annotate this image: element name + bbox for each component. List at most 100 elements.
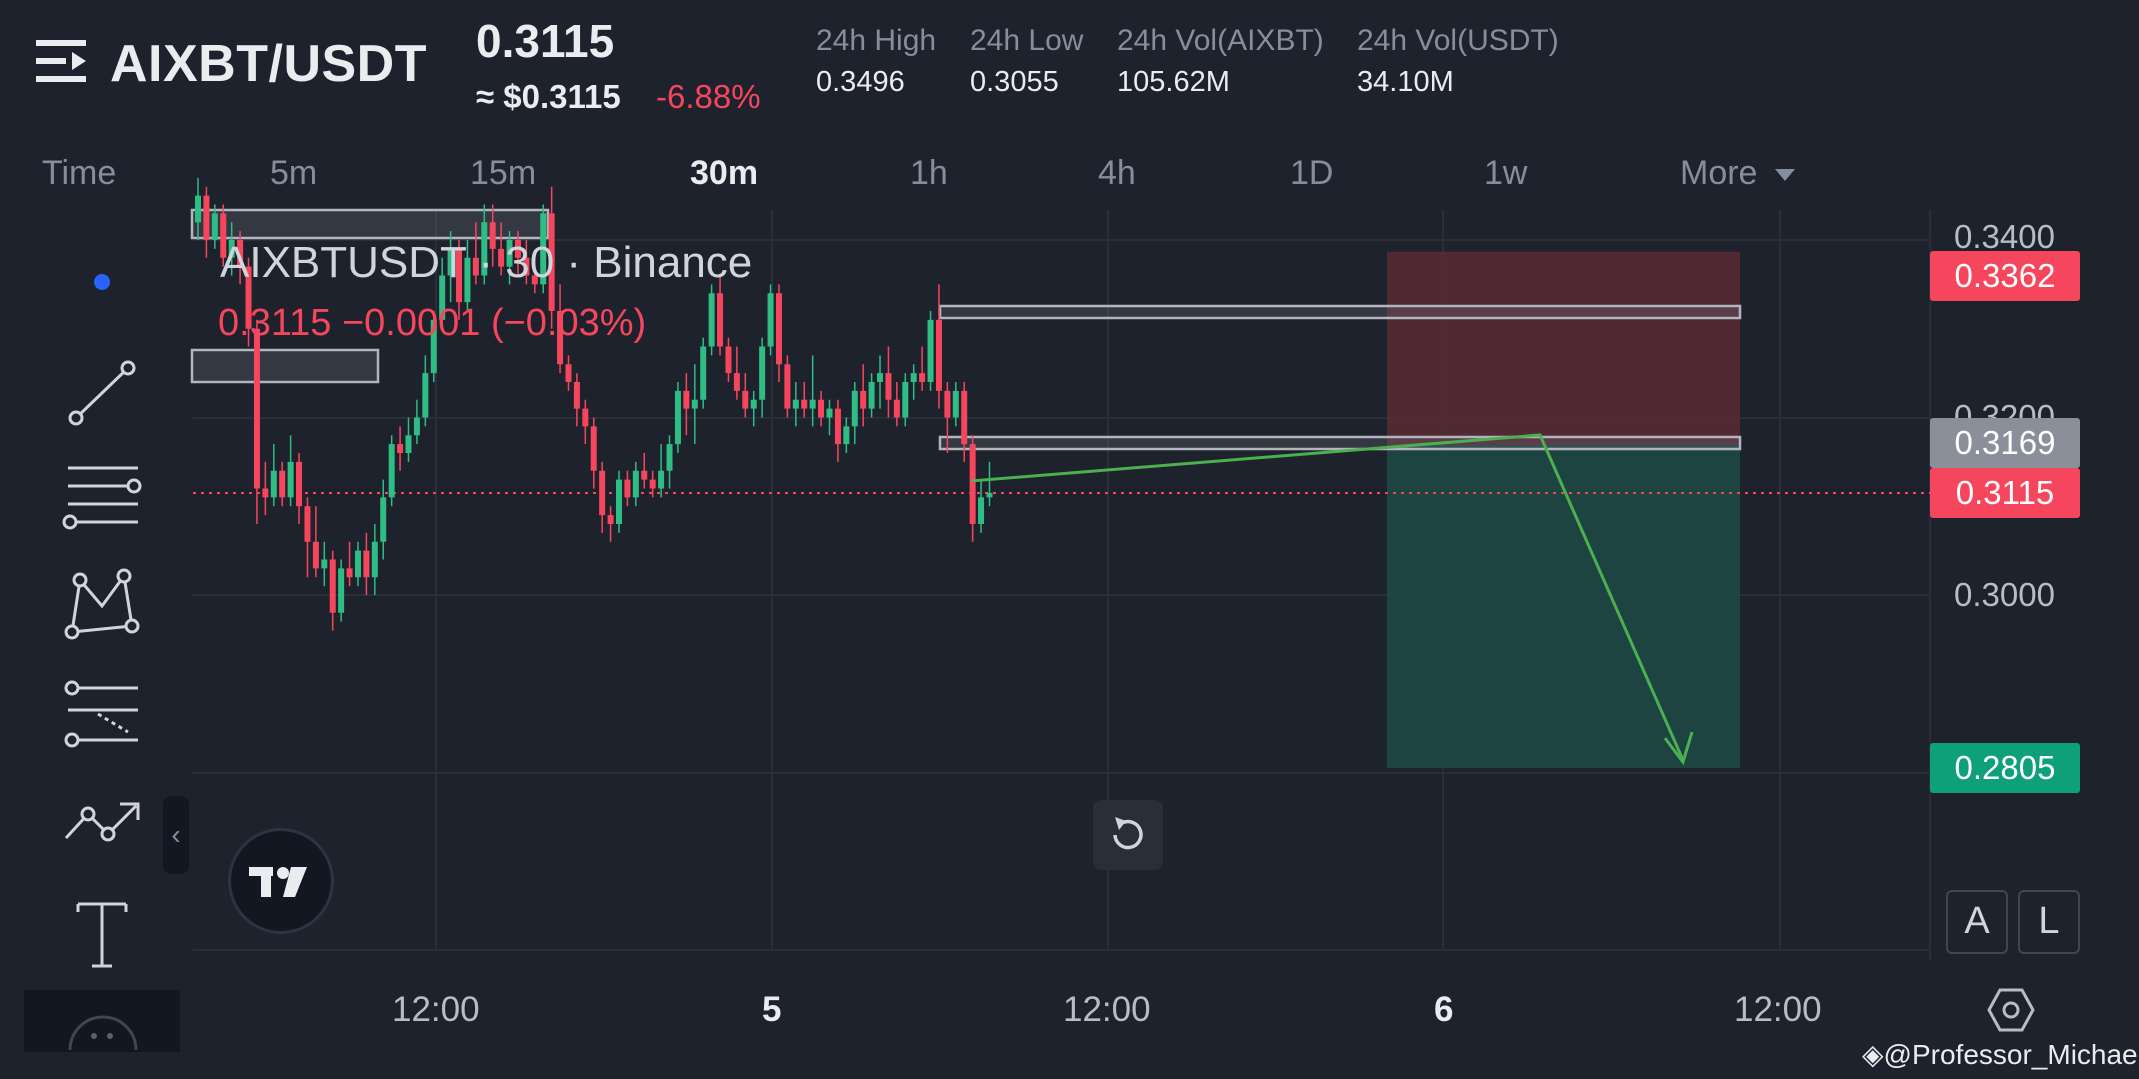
log-scale-button[interactable]: L — [2018, 890, 2080, 954]
more-tools-icon[interactable] — [64, 1002, 142, 1050]
candle-body — [565, 364, 572, 382]
tab-15m[interactable]: 15m — [470, 154, 537, 192]
candle-body — [338, 568, 345, 613]
tab-1w[interactable]: 1w — [1484, 154, 1528, 192]
menu-icon[interactable] — [36, 38, 86, 84]
drawn-rectangle — [190, 348, 380, 384]
x-tick-label: 12:00 — [1734, 990, 1822, 1029]
candle-body — [893, 399, 900, 418]
candle-body — [674, 390, 681, 445]
settings-hexagon-icon[interactable] — [1986, 986, 2036, 1034]
candle-body — [296, 461, 303, 507]
candle-body — [540, 213, 547, 285]
candle-body — [641, 470, 648, 480]
toolbar-more-area — [24, 990, 180, 1052]
drawn-rectangle — [938, 304, 1742, 320]
candle-body — [910, 373, 917, 382]
tab-1d[interactable]: 1D — [1290, 154, 1334, 192]
candle-body — [944, 390, 951, 418]
tab-5m[interactable]: 5m — [270, 154, 318, 192]
candle-body — [430, 319, 437, 374]
drawn-rectangles — [190, 208, 1742, 451]
candle-body — [717, 293, 724, 347]
trend-line-icon[interactable] — [58, 350, 146, 438]
candle-body — [464, 257, 471, 303]
tab-1h[interactable]: 1h — [910, 154, 948, 192]
tab-30m[interactable]: 30m — [690, 154, 759, 192]
candle-body — [725, 346, 732, 374]
pair-title[interactable]: AIXBT/USDT — [110, 35, 427, 93]
tradingview-logo[interactable] — [228, 828, 334, 934]
candle-body — [658, 470, 665, 489]
candle-body — [447, 248, 454, 276]
candle-body — [590, 426, 597, 471]
ticker-header: AIXBT/USDT 0.3115 ≈ $0.3115 -6.88% 24h H… — [0, 0, 2139, 130]
candle-body — [649, 479, 656, 489]
candle-body — [312, 541, 319, 569]
candlesticks — [195, 177, 993, 631]
candle-body — [759, 346, 766, 400]
candle-body — [860, 390, 867, 409]
chevron-left-icon: ‹ — [171, 819, 181, 850]
candle-body — [523, 257, 530, 276]
candle-body — [514, 240, 521, 258]
candle-body — [885, 373, 892, 400]
pattern-icon[interactable] — [58, 560, 146, 648]
usd-price: ≈ $0.3115 — [476, 78, 621, 115]
candle-body — [632, 470, 639, 498]
candle-body — [919, 373, 926, 382]
candle-body — [818, 399, 825, 418]
stop-price-tag: 0.3362 — [1930, 251, 2080, 301]
ohlc-legend: 0.3115 −0.0001 (−0.03%) — [218, 302, 647, 344]
candle-body — [506, 240, 513, 267]
candle-body — [582, 408, 589, 427]
cursor-dot-icon[interactable] — [94, 274, 110, 290]
x-tick-label: 12:00 — [392, 990, 480, 1029]
candle-body — [607, 515, 614, 524]
candle-body — [843, 426, 850, 445]
candle-body — [203, 195, 210, 240]
auto-scale-button[interactable]: A — [1946, 890, 2008, 954]
candle-body — [245, 266, 252, 329]
tab-time[interactable]: Time — [42, 154, 117, 192]
candle-body — [287, 461, 294, 498]
candle-body — [775, 293, 782, 365]
candle-body — [498, 248, 505, 267]
candle-body — [733, 373, 740, 391]
text-tool-icon[interactable] — [58, 890, 146, 978]
candle-body — [851, 390, 858, 427]
collapse-toolbar-button[interactable]: ‹ — [163, 796, 189, 874]
projection-tool-icon[interactable] — [58, 670, 146, 758]
candle-body — [548, 213, 555, 311]
candle-body — [750, 399, 757, 409]
x-tick-label: 12:00 — [1063, 990, 1151, 1029]
reset-chart-button[interactable] — [1093, 800, 1163, 870]
candle-body — [700, 346, 707, 400]
candle-body — [935, 319, 942, 391]
take-profit-zone — [1387, 445, 1740, 769]
candle-body — [397, 444, 404, 453]
candle-body — [557, 311, 564, 365]
price-change-percent: -6.88% — [656, 78, 761, 115]
candle-body — [952, 390, 959, 418]
candle-body — [489, 222, 496, 249]
candle-body — [986, 492, 993, 498]
tab-4h[interactable]: 4h — [1098, 154, 1136, 192]
candle-body — [834, 408, 841, 445]
candle-body — [868, 382, 875, 409]
fib-lines-icon[interactable] — [58, 450, 146, 538]
candle-body — [195, 195, 201, 223]
candle-body — [616, 479, 622, 524]
candle-body — [380, 497, 387, 542]
entry-price-tag: 0.3169 — [1930, 418, 2080, 468]
candle-body — [927, 319, 934, 382]
candle-body — [388, 444, 395, 498]
current-price-tag: 0.3115 — [1930, 468, 2080, 518]
target-price-tag: 0.2805 — [1930, 743, 2080, 793]
tradingview-icon — [249, 867, 307, 897]
stat-vol-base-label: 24h Vol(AIXBT) — [1117, 24, 1324, 57]
candle-body — [801, 399, 808, 409]
candle-body — [481, 222, 488, 276]
tab-more[interactable]: More — [1680, 154, 1795, 193]
forecast-icon[interactable] — [58, 778, 146, 866]
